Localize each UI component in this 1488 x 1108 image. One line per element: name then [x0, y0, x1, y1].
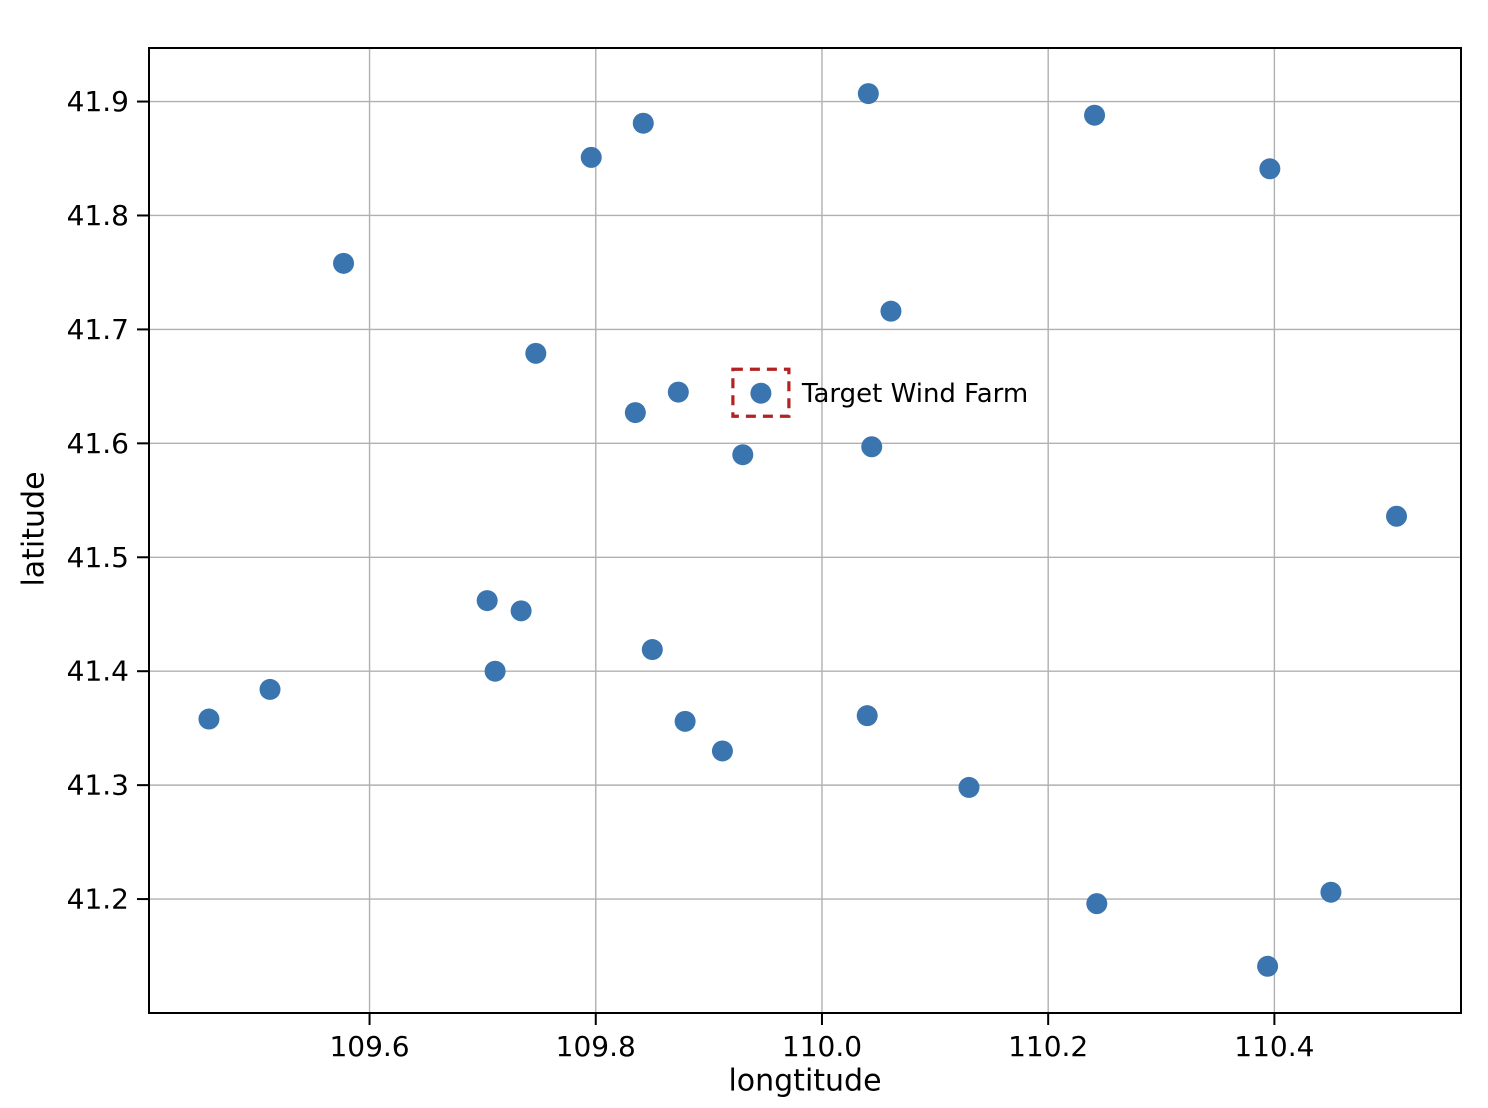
- x-tick-label: 109.6: [329, 1030, 409, 1063]
- x-tick-label: 110.4: [1234, 1030, 1314, 1063]
- scatter-point: [667, 381, 689, 403]
- scatter-point: [856, 705, 878, 727]
- scatter-point: [857, 83, 879, 105]
- y-tick-label: 41.2: [67, 883, 129, 916]
- scatter-point: [958, 776, 980, 798]
- scatter-point: [476, 590, 498, 612]
- target-point: [750, 382, 772, 404]
- y-tick-label: 41.6: [67, 427, 129, 460]
- x-tick-label: 110.2: [1008, 1030, 1088, 1063]
- x-tick-label: 109.8: [556, 1030, 636, 1063]
- plot-area: 109.6 109.8 110.0 110.2 110.4 41.2 41.3 41.4 41.…: [67, 48, 1461, 1063]
- scatter-point: [732, 444, 754, 466]
- scatter-point: [198, 708, 220, 730]
- scatter-point: [484, 660, 506, 682]
- scatter-point: [1086, 893, 1108, 915]
- scatter-point: [580, 146, 602, 168]
- y-tick-label: 41.3: [67, 769, 129, 802]
- y-tick-label: 41.4: [67, 655, 129, 688]
- y-tick-label: 41.9: [67, 85, 129, 118]
- y-axis-label: latitude: [17, 471, 52, 586]
- scatter-point: [525, 342, 547, 364]
- scatter-point: [1084, 104, 1106, 126]
- scatter-point: [333, 252, 355, 274]
- scatter-point: [632, 112, 654, 134]
- scatter-point: [1386, 505, 1408, 527]
- y-tick-label: 41.8: [67, 199, 129, 232]
- x-axis-label: longtitude: [728, 1064, 881, 1099]
- scatter-point: [1257, 955, 1279, 977]
- scatter-point: [1320, 881, 1342, 903]
- scatter-point: [1259, 158, 1281, 180]
- scatter-point: [641, 639, 663, 661]
- scatter-point: [880, 300, 902, 322]
- scatter-point: [624, 402, 646, 424]
- scatter-point: [711, 740, 733, 762]
- y-tick-label: 41.5: [67, 541, 129, 574]
- scatter-point: [510, 600, 532, 622]
- target-annotation-label: Target Wind Farm: [801, 379, 1028, 409]
- plot-border: [148, 47, 1462, 1014]
- x-tick-label: 110.0: [782, 1030, 862, 1063]
- scatter-point: [861, 436, 883, 458]
- y-tick-label: 41.7: [67, 313, 129, 346]
- scatter-point: [259, 678, 281, 700]
- scatter-point: [674, 710, 696, 732]
